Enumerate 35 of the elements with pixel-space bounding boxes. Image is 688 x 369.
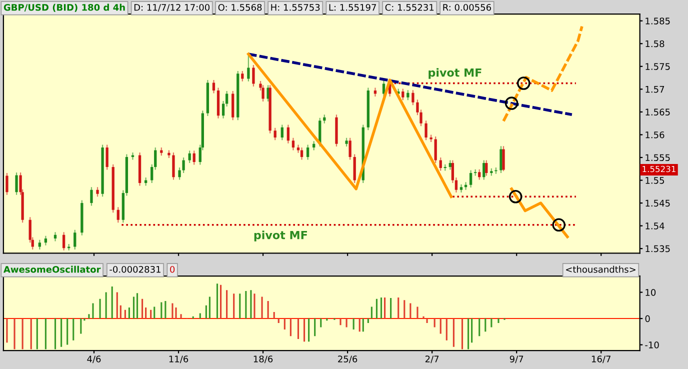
- y-tick-label: 1.555: [646, 154, 670, 162]
- text: L: 1.55197: [329, 4, 376, 11]
- y-tick-label: 1.58: [646, 40, 664, 48]
- x-tick-label: 9/7: [510, 356, 524, 364]
- series-label: pivot MF: [428, 68, 482, 79]
- text: 0: [170, 266, 175, 273]
- text: H: 1.55753: [271, 4, 320, 11]
- y-tick-label: 1.585: [646, 18, 670, 24]
- x-tick-label: 2/7: [425, 356, 439, 364]
- x-tick-label: 18/6: [254, 356, 273, 364]
- y-tick-label: -10: [645, 342, 659, 348]
- y-tick-label: 1.56: [646, 131, 664, 138]
- text: D: 11/7/12 17:00: [134, 4, 210, 12]
- text: O: 1.5568: [218, 4, 262, 11]
- chart-title: GBP/USD (BID) 180 d 4h: [4, 4, 125, 12]
- text: <thousandths>: [566, 266, 636, 273]
- y-tick-label: 1.565: [646, 108, 670, 116]
- y-tick-label: 1.55: [646, 177, 664, 184]
- y-tick-label: 1.54: [646, 222, 664, 230]
- chart-title: AwesomeOscillator: [3, 266, 101, 273]
- y-tick-label: 1.575: [646, 63, 670, 70]
- x-tick-label: 11/6: [169, 356, 188, 364]
- text: -0.0002831: [110, 266, 160, 273]
- y-tick-label: 1.545: [646, 200, 670, 207]
- x-tick-label: 16/7: [592, 356, 610, 364]
- annotation: 1.55231: [642, 166, 676, 172]
- y-tick-label: 1.57: [646, 86, 664, 93]
- y-tick-label: 0: [645, 315, 650, 322]
- y-tick-label: 10: [646, 289, 656, 296]
- x-tick-label: 4/6: [87, 356, 101, 364]
- text: R: 0.00556: [443, 4, 492, 11]
- series-label: pivot MF: [254, 230, 307, 242]
- text: C: 1.55231: [385, 4, 434, 11]
- y-tick-label: 1.535: [646, 245, 670, 252]
- x-tick-label: 25/6: [338, 356, 358, 364]
